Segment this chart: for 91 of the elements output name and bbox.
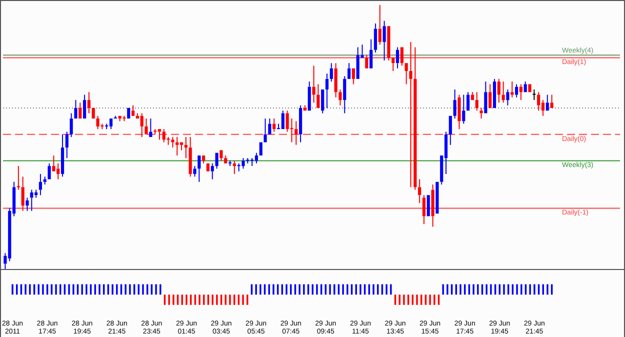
candlestick [502,81,505,104]
candlestick [352,68,355,85]
candlestick [38,173,42,196]
candlestick [475,92,478,112]
candlestick [396,46,400,69]
candlestick [312,65,316,104]
candlestick [242,158,245,170]
candlestick [180,142,184,151]
candlestick [387,26,390,61]
candlestick [418,178,422,204]
candlestick [140,112,144,138]
candlestick [48,162,51,180]
candlestick [43,176,46,186]
candlestick [370,38,373,68]
candlestick [550,94,554,108]
candlestick [96,115,100,130]
candlestick [74,100,78,119]
candlestick [431,184,434,228]
candlestick [198,155,201,182]
candlestick [26,197,29,212]
candlestick [215,152,218,170]
candlestick [347,62,351,79]
candlestick [158,129,162,140]
candlestick [131,104,135,116]
candlestick [254,152,258,164]
candlestick [506,88,510,106]
candlestick [488,84,492,108]
candlestick [510,81,514,98]
candlestick [52,154,56,172]
candlestick [224,154,228,164]
candlestick [268,118,272,134]
candlestick [316,84,320,108]
candlestick [392,58,395,72]
candlestick [537,92,540,112]
candlestick [492,78,496,108]
candlestick [202,155,206,164]
candlestick [171,136,174,148]
candlestick [409,41,412,188]
candlestick [308,81,311,111]
candlestick [264,118,267,142]
candlestick [514,84,518,98]
candlestick [422,194,426,225]
candlestick [281,110,284,130]
candlestick [532,88,536,101]
candlestick [87,92,90,114]
candlestick [382,20,386,61]
candlestick [16,166,20,190]
candlestick [458,94,461,130]
candlestick [470,92,474,100]
candlestick [109,118,113,130]
candlestick [400,47,404,66]
candlestick [176,136,179,156]
candlestick [334,62,338,98]
candlestick [294,120,298,146]
candlestick [144,118,148,134]
candlestick [21,176,24,212]
candlestick [70,112,73,138]
candlestick [330,62,333,82]
candlestick [466,92,470,111]
candlestick [188,136,192,178]
candlestick [338,88,342,106]
candlestick [210,162,214,180]
candlestick [374,22,378,54]
candlestick [60,134,64,178]
candlestick [546,94,549,111]
candlestick [524,81,527,92]
candlestick [232,160,236,174]
candlestick [298,104,302,143]
candlestick [414,46,417,190]
candlestick [325,73,329,108]
candlestick [404,63,408,85]
candlestick [343,76,346,114]
candlestick [303,104,306,111]
candlestick [519,84,522,101]
candlestick [453,88,456,120]
candlestick [30,189,34,212]
candlestick [365,54,368,68]
candlestick [149,118,152,137]
candlestick [220,150,223,162]
candlestick [480,107,483,120]
candlestick [184,136,188,159]
candlestick [462,94,466,124]
candlestick [497,78,500,104]
candlestick [65,131,68,159]
candlestick [484,81,488,114]
candlestick [83,94,86,119]
candlestick [193,166,196,178]
candlestick [272,118,276,132]
candlestick [378,4,382,46]
candlestick [78,102,82,119]
candlestick [321,89,324,114]
